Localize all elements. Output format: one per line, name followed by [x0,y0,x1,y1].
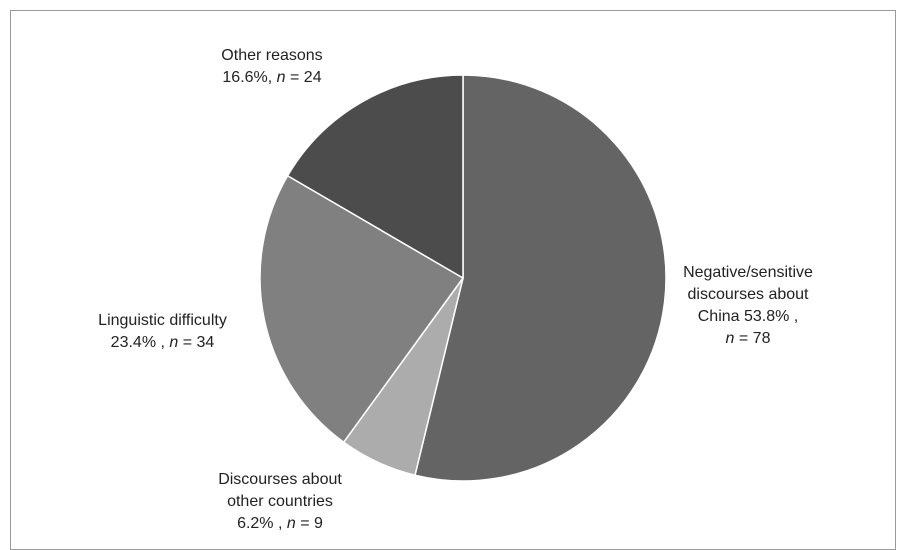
label-line: Discourses about [218,471,342,488]
n-symbol: n [286,515,296,532]
slice-label-linguistic-difficulty: Linguistic difficulty 23.4% , n = 34 [75,310,250,354]
n-equals: = [178,334,197,351]
n-equals: = [734,330,753,347]
label-n-prefix: 16.6%, [222,69,277,86]
n-value: 34 [196,334,215,351]
n-equals: = [285,69,304,86]
slice-label-other-reasons: Other reasons 16.6%, n = 24 [212,45,332,89]
n-value: 9 [314,515,323,532]
label-n-line: 23.4% , n = 34 [75,332,250,354]
n-equals: = [295,515,315,532]
label-n-prefix: 23.4% , [110,334,170,351]
label-n-line: n = 78 [673,328,823,350]
slice-label-other-countries: Discourses about other countries 6.2% , … [205,469,355,535]
pie-slice-2 [259,174,465,444]
label-n-prefix: 6.2% , [237,515,287,532]
label-n-line: 16.6%, n = 24 [212,67,332,89]
n-symbol: n [169,334,179,351]
label-line: Negative/sensitive [683,264,813,281]
label-line: China 53.8% , [697,308,799,325]
n-symbol: n [725,330,735,347]
n-value: 78 [752,330,771,347]
n-value: 24 [303,69,322,86]
slice-label-negative-sensitive: Negative/sensitive discourses about Chin… [673,262,823,350]
pie-slice-0 [414,74,667,482]
label-line: Linguistic difficulty [98,312,227,329]
label-line: discourses about [687,286,809,303]
label-line: Other reasons [221,47,323,64]
label-n-line: 6.2% , n = 9 [205,513,355,535]
n-symbol: n [276,69,286,86]
pie-slice-3 [286,74,464,280]
label-line: other countries [227,493,333,510]
